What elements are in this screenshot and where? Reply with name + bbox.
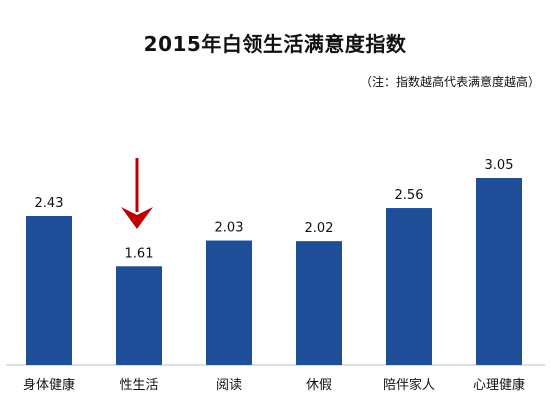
value-label: 2.02 <box>305 221 334 236</box>
value-label: 2.03 <box>215 221 244 236</box>
bar <box>476 178 522 365</box>
bar <box>26 216 72 365</box>
category-labels-group: 身体健康 性生活 阅读 休假 陪伴家人 心理健康 <box>23 377 525 393</box>
bar <box>296 241 342 365</box>
category-label: 心理健康 <box>473 377 525 393</box>
bar <box>206 240 252 365</box>
bars-group <box>26 178 522 365</box>
category-label: 身体健康 <box>23 377 75 393</box>
value-labels-group: 2.43 1.61 2.03 2.02 2.56 3.05 <box>35 158 514 261</box>
category-label: 休假 <box>306 378 332 393</box>
value-label: 1.61 <box>125 246 154 261</box>
category-label: 陪伴家人 <box>383 377 435 393</box>
bar <box>386 208 432 365</box>
annotation-group <box>121 158 153 229</box>
value-label: 2.56 <box>395 188 424 203</box>
chart-subtitle: （注：指数越高代表满意度越高） <box>359 75 540 89</box>
category-label: 阅读 <box>216 378 242 393</box>
value-label: 3.05 <box>485 158 514 173</box>
arrow-down-icon <box>121 207 153 229</box>
chart-title: 2015年白领生活满意度指数 <box>143 32 407 56</box>
value-label: 2.43 <box>35 196 64 211</box>
category-label: 性生活 <box>119 378 158 393</box>
bar <box>116 266 162 365</box>
